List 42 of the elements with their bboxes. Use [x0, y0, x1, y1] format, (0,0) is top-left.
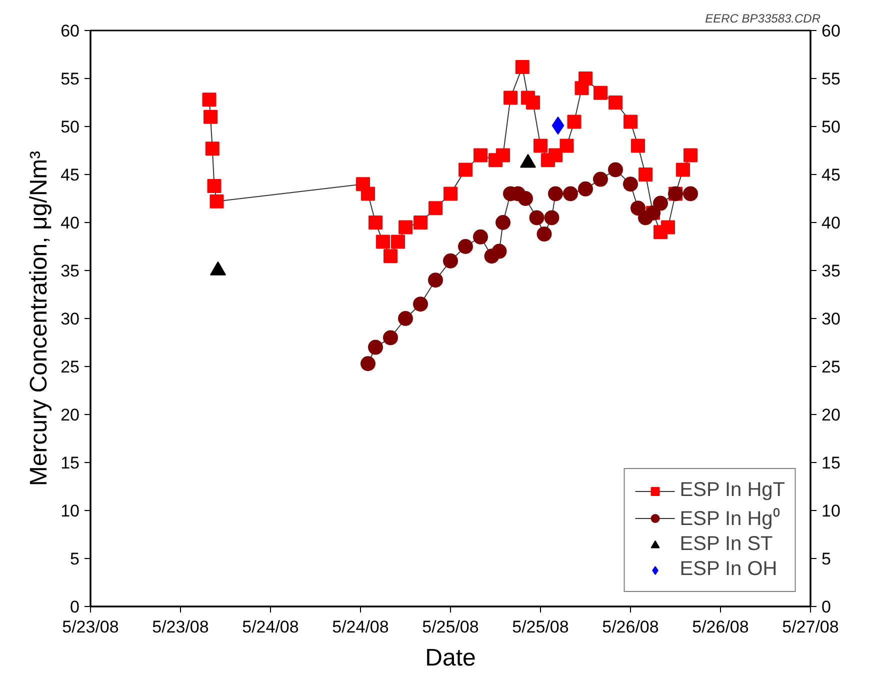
y-axis-title: Mercury Concentration, μg/Nm³: [26, 150, 53, 486]
y-tick-label: 15: [60, 454, 80, 472]
x-tick-label: 5/24/08: [332, 618, 389, 636]
text: EERC BP33583.CDR: [705, 12, 821, 26]
y-tick-label: 0: [70, 598, 80, 616]
legend-label: ESP In HgT: [680, 479, 785, 502]
y-tick-label: 25: [60, 358, 80, 376]
y2-tick-label: 15: [822, 454, 840, 472]
x-axis-title: Date: [425, 644, 476, 672]
y-tick-label: 5: [70, 550, 80, 568]
y-tick-label: 10: [60, 502, 80, 520]
legend-label: ESP In OH: [680, 558, 778, 581]
y2-tick-label: 40: [822, 214, 840, 232]
x-tick-label: 5/23/08: [152, 618, 209, 636]
y2-tick-label: 35: [822, 262, 840, 280]
y-tick-label: 45: [60, 166, 80, 184]
y-tick-label: 55: [60, 70, 80, 88]
x-tick-label: 5/26/08: [692, 618, 749, 636]
x-tick-label: 5/27/08: [782, 618, 839, 636]
x-tick-label: 5/25/08: [422, 618, 479, 636]
y-tick-label: 20: [60, 406, 80, 424]
y2-tick-label: 45: [822, 166, 840, 184]
y2-tick-label: 50: [822, 118, 840, 136]
y2-tick-label: 10: [822, 502, 840, 520]
y2-tick-label: 0: [822, 598, 831, 616]
y2-tick-label: 20: [822, 406, 840, 424]
y2-tick-label: 30: [822, 310, 840, 328]
y-tick-label: 40: [60, 214, 80, 232]
y2-tick-label: 60: [822, 22, 840, 40]
y2-tick-label: 5: [822, 550, 831, 568]
legend-label: ESP In Hg⁰: [680, 507, 780, 531]
y-tick-label: 50: [60, 118, 80, 136]
y2-tick-label: 25: [822, 358, 840, 376]
legend-label: ESP In ST: [680, 533, 773, 556]
y-tick-label: 60: [60, 22, 80, 40]
x-tick-label: 5/26/08: [602, 618, 659, 636]
y-tick-label: 30: [60, 310, 80, 328]
x-tick-label: 5/23/08: [62, 618, 119, 636]
x-tick-label: 5/25/08: [512, 618, 569, 636]
x-tick-label: 5/24/08: [242, 618, 299, 636]
y2-tick-label: 55: [822, 70, 840, 88]
y-tick-label: 35: [60, 262, 80, 280]
